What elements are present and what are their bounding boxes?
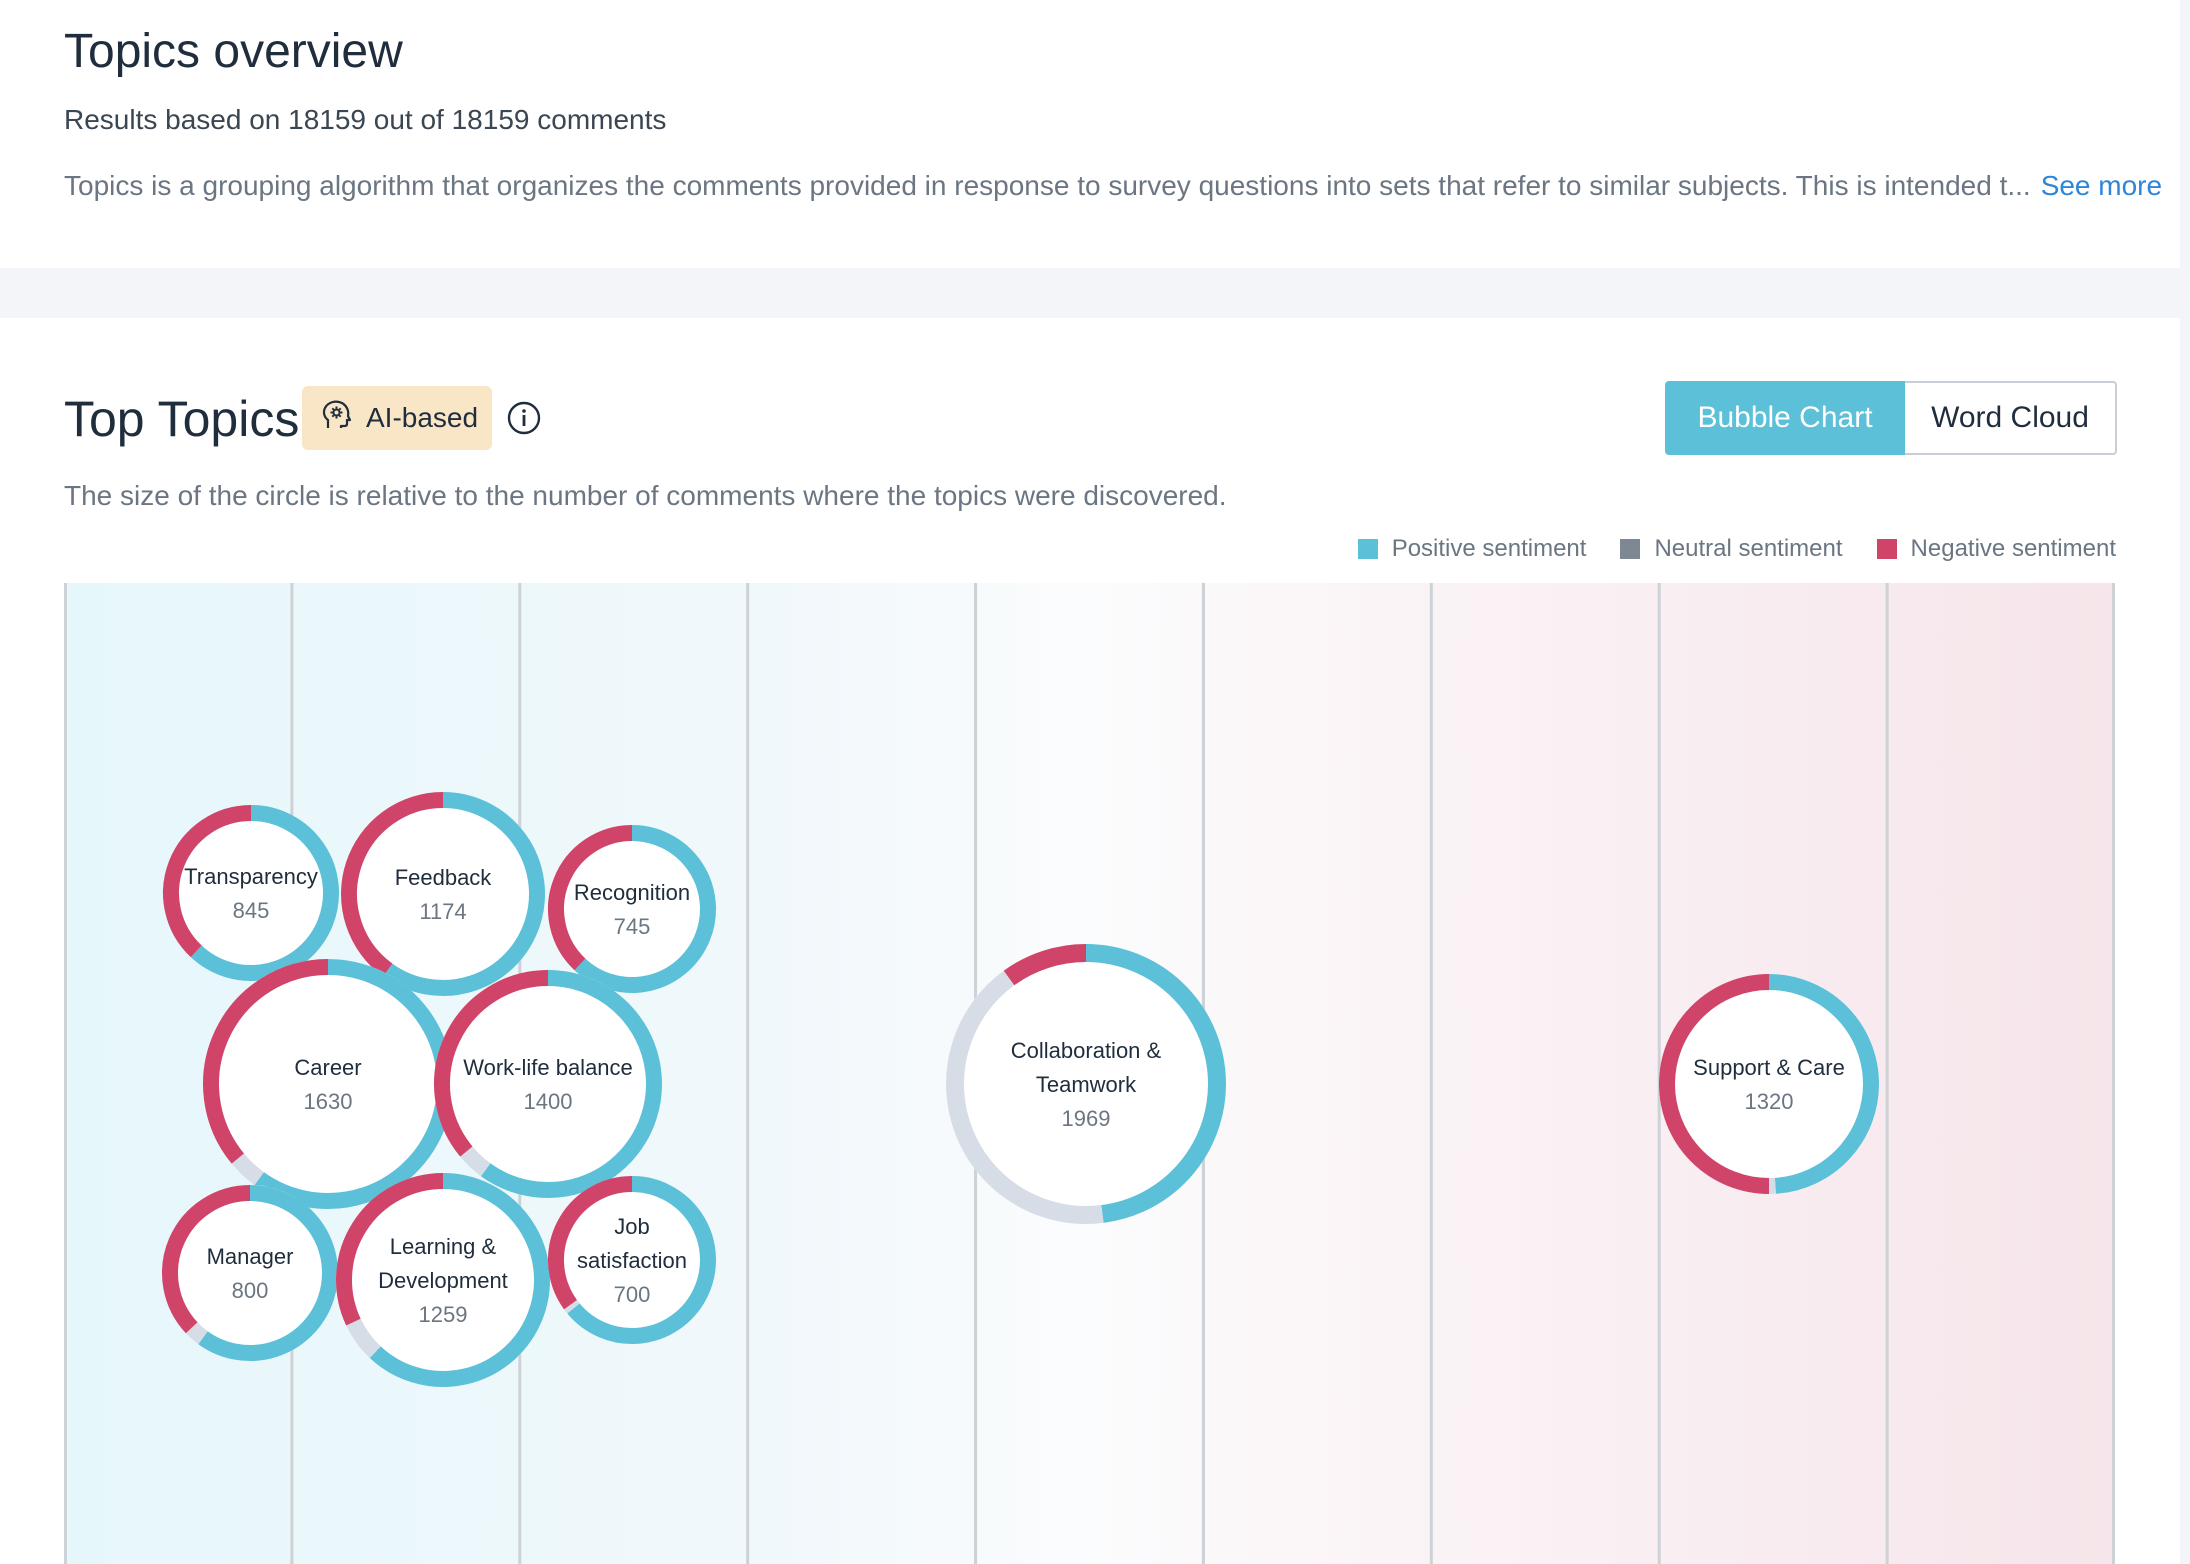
topic-bubble[interactable]: Work-life balance 1400 [434,970,662,1198]
negative-arc [163,805,252,958]
topic-count: 1400 [524,1089,573,1114]
bubble-fill [336,1173,550,1387]
topic-name: satisfaction [577,1248,687,1273]
positive-arc [574,825,716,993]
legend-label: Neutral sentiment [1654,535,1843,562]
negative-arc [336,1173,444,1326]
topic-name: Collaboration & [1011,1038,1162,1063]
neutral-arc [946,970,1104,1224]
topic-name: Learning & [390,1234,497,1259]
legend-neutral: Neutral sentiment [1620,535,1843,563]
bubble-chart: Transparency 845 Feedback 1174 Recognition 74… [64,583,2115,1564]
topic-bubble[interactable]: Manager 800 [162,1185,338,1361]
bubble-fill [163,805,339,981]
bubble-fill [341,792,545,996]
bubble-fill [1659,974,1879,1194]
section-title: Top Topics [64,391,300,447]
negative-arc [434,970,549,1157]
ai-based-badge: AI-based [302,386,492,450]
negative-arc [203,959,329,1164]
topic-count: 1259 [419,1302,468,1327]
topic-name: Transparency [184,864,318,889]
positive-arc [1768,974,1879,1194]
positive-arc [198,1185,338,1361]
topic-bubble[interactable]: Feedback 1174 [341,792,545,996]
bubble-fill [946,944,1226,1224]
topics-description: Topics is a grouping algorithm that orga… [64,170,2162,202]
topic-bubble[interactable]: Support & Care 1320 [1659,974,1879,1194]
neutral-arc [460,1146,491,1177]
topic-count: 700 [614,1282,651,1307]
overview-panel: Topics overview Results based on 18159 o… [0,0,2180,268]
topic-name: Teamwork [1036,1072,1137,1097]
neutral-arc [185,1322,208,1345]
topic-count: 1320 [1745,1089,1794,1114]
chart-hint: The size of the circle is relative to th… [64,480,1227,511]
brain-gear-icon [320,398,354,439]
topic-name: Feedback [395,865,493,890]
neutral-arc [346,1318,381,1358]
legend-swatch [1876,539,1897,559]
topic-count: 1969 [1062,1106,1111,1131]
topic-bubble[interactable]: Recognition 745 [548,825,716,993]
description-text: Topics is a grouping algorithm that orga… [64,170,2031,201]
bubble-chart-svg: Transparency 845 Feedback 1174 Recognition 74… [64,583,2115,1564]
positive-arc [190,805,339,981]
topic-count: 745 [614,914,651,939]
negative-arc [341,792,444,977]
topic-count: 800 [232,1278,269,1303]
topic-name: Career [294,1055,361,1080]
info-icon[interactable] [506,400,542,436]
bubble-fill [434,970,662,1198]
topic-name: Work-life balance [463,1055,633,1080]
legend-negative: Negative sentiment [1876,535,2116,563]
negative-arc [1659,974,1770,1194]
results-summary: Results based on 18159 out of 18159 comm… [64,104,667,135]
topic-bubble[interactable]: Career 1630 [203,959,453,1209]
topic-name: Manager [207,1244,294,1269]
positive-arc [369,1173,550,1387]
negative-arc [162,1185,251,1334]
bubble-fill [203,959,453,1209]
bubble-fill [548,825,716,993]
topic-name: Recognition [574,880,690,905]
topic-bubble[interactable]: Collaboration & Teamwork 1969 [946,944,1226,1224]
topic-name: Development [378,1268,508,1293]
topic-bubble[interactable]: Transparency 845 [163,805,339,981]
negative-arc [1003,944,1087,986]
word-cloud-button[interactable]: Word Cloud [1905,381,2117,455]
topic-name: Job [614,1214,649,1239]
chart-legend: Positive sentiment Neutral sentiment Neg… [1357,535,2116,563]
negative-arc [548,825,633,971]
bubble-fill [162,1185,338,1361]
bubble-chart-button[interactable]: Bubble Chart [1665,381,1905,455]
legend-label: Positive sentiment [1391,535,1587,562]
topic-name: Support & Care [1693,1055,1845,1080]
topic-bubble[interactable]: Learning & Development 1259 [336,1173,550,1387]
page-title: Topics overview [64,25,403,78]
topic-count: 1630 [304,1089,353,1114]
positive-arc [1085,944,1226,1223]
badge-label: AI-based [366,402,479,433]
topic-count: 845 [233,898,270,923]
topic-bubble[interactable]: Job satisfaction 700 [548,1176,716,1344]
bubble-fill [548,1176,716,1344]
neutral-arc [564,1299,580,1314]
view-toggle: Bubble Chart Word Cloud [1665,381,2117,455]
legend-label: Negative sentiment [1910,535,2116,562]
positive-arc [481,970,662,1198]
legend-swatch [1620,539,1641,559]
see-more-link[interactable]: See more [2040,170,2163,201]
topic-count: 1174 [419,899,466,924]
neutral-arc [231,1153,265,1186]
legend-swatch [1357,539,1378,559]
negative-arc [548,1176,633,1310]
positive-arc [254,959,453,1209]
legend-positive: Positive sentiment [1357,535,1587,563]
positive-arc [383,792,545,996]
positive-arc [567,1176,716,1344]
